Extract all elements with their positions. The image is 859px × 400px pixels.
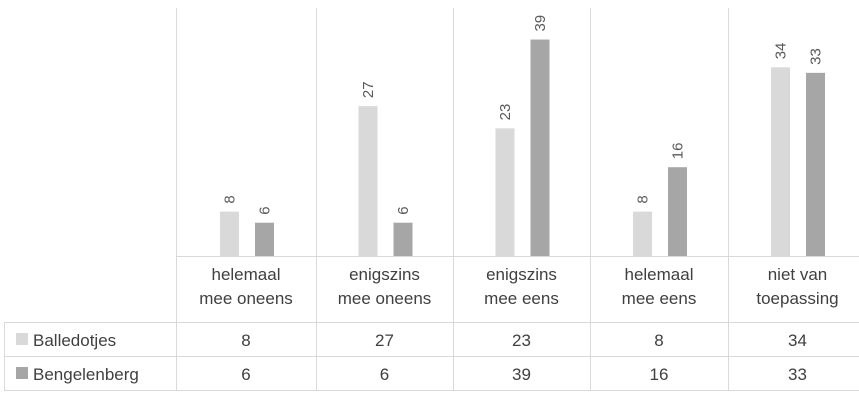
data-label-balledotjes-1: 8 xyxy=(222,195,239,203)
bar-balledotjes-5 xyxy=(771,67,790,256)
data-label-balledotjes-2: 27 xyxy=(360,81,377,98)
data-label-bengelenberg-3: 39 xyxy=(532,15,549,32)
table-cell: 33 xyxy=(788,365,807,384)
bar-bengelenberg-3 xyxy=(530,39,550,256)
category-label: helemaal xyxy=(625,265,694,284)
category-label: enigszins xyxy=(486,265,557,284)
data-label-balledotjes-5: 34 xyxy=(773,43,790,60)
table-cell: 27 xyxy=(375,331,394,350)
category-label: helemaal xyxy=(212,265,281,284)
bar-bengelenberg-5 xyxy=(806,72,825,256)
data-label-balledotjes-3: 23 xyxy=(497,104,514,121)
category-label: niet van xyxy=(768,265,828,284)
data-labels: 8 6 27 6 23 39 8 16 34 33 xyxy=(222,15,825,215)
bar-balledotjes-1 xyxy=(220,211,239,256)
category-label: mee oneens xyxy=(338,289,432,308)
table-cell: 6 xyxy=(241,365,250,384)
series-name-balledotjes: Balledotjes xyxy=(33,331,116,350)
bars xyxy=(220,39,825,257)
category-label: enigszins xyxy=(349,265,420,284)
category-label: toepassing xyxy=(756,289,838,308)
legend-key-balledotjes xyxy=(16,333,28,345)
category-label: mee eens xyxy=(622,289,697,308)
table-cell: 23 xyxy=(512,331,531,350)
data-label-bengelenberg-1: 6 xyxy=(257,206,274,214)
table-cell: 16 xyxy=(650,365,669,384)
category-label: mee eens xyxy=(484,289,559,308)
data-label-balledotjes-4: 8 xyxy=(635,195,652,203)
series-name-bengelenberg: Bengelenberg xyxy=(33,365,139,384)
bar-bengelenberg-1 xyxy=(255,222,274,256)
table-cell: 6 xyxy=(380,365,389,384)
bar-balledotjes-4 xyxy=(633,211,652,256)
data-label-bengelenberg-4: 16 xyxy=(670,143,687,160)
bar-bengelenberg-4 xyxy=(668,167,687,256)
data-label-bengelenberg-5: 33 xyxy=(808,48,825,65)
bar-bengelenberg-2 xyxy=(393,222,413,256)
table-cell: 39 xyxy=(512,365,531,384)
category-labels: helemaal mee oneens enigszins mee oneens eni… xyxy=(199,265,838,308)
legend-key-bengelenberg xyxy=(16,367,28,379)
category-label: mee oneens xyxy=(199,289,293,308)
table-cell: 8 xyxy=(241,331,250,350)
bar-balledotjes-2 xyxy=(358,106,378,257)
gridlines xyxy=(176,8,859,390)
data-table: 8 6 27 6 23 39 8 16 34 33 Balledotjes Bengelenberg xyxy=(4,322,859,391)
table-cell: 34 xyxy=(788,331,807,350)
data-label-bengelenberg-2: 6 xyxy=(395,206,412,214)
table-cell: 8 xyxy=(654,331,663,350)
bar-balledotjes-3 xyxy=(495,128,515,256)
